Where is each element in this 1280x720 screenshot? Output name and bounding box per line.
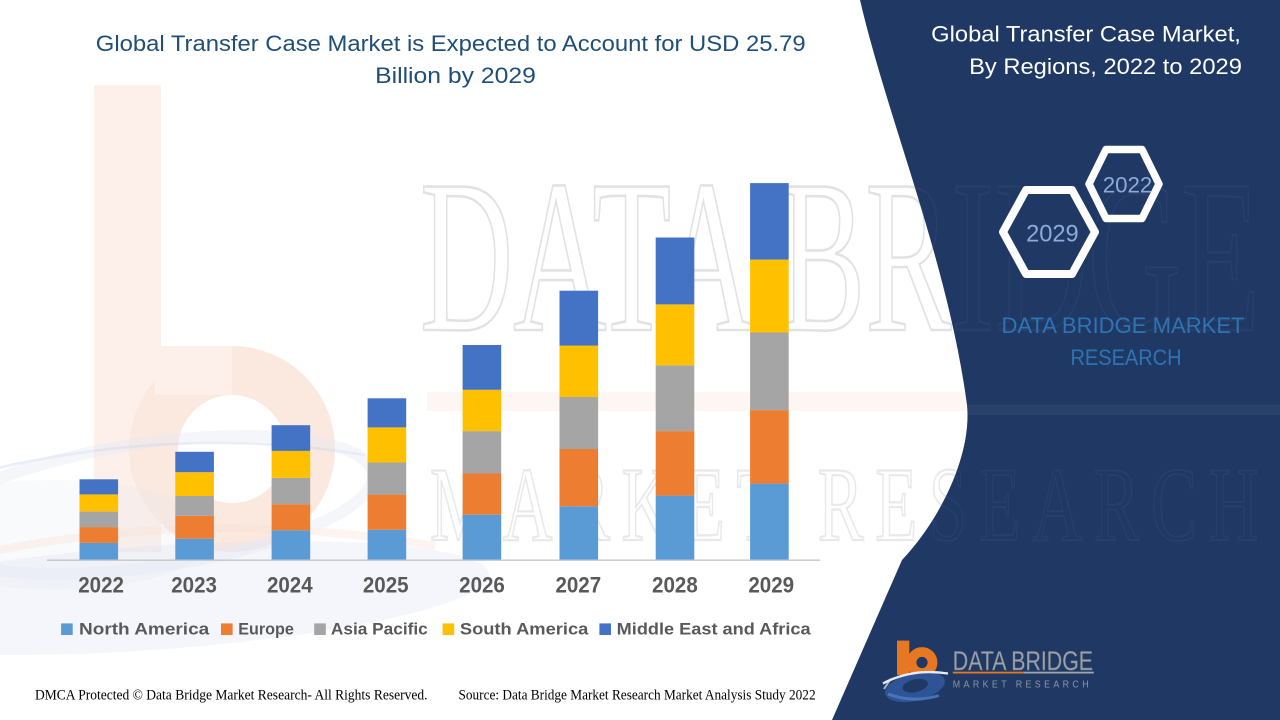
svg-text:2025: 2025 [363,573,409,598]
svg-text:DATA BRIDGE: DATA BRIDGE [953,646,1093,676]
svg-text:Asia Pacific: Asia Pacific [331,620,428,639]
svg-text:Middle East and Africa: Middle East and Africa [617,620,811,639]
svg-text:2023: 2023 [171,573,217,598]
svg-text:2026: 2026 [459,573,505,598]
svg-text:Source: Data Bridge Market Res: Source: Data Bridge Market Research Mark… [459,688,816,704]
svg-text:2029: 2029 [1026,221,1079,248]
svg-text:Global Transfer Case Market is: Global Transfer Case Market is Expected … [96,31,806,56]
svg-text:Global Transfer Case Market,: Global Transfer Case Market, [931,22,1241,47]
svg-text:2022: 2022 [1103,173,1153,198]
svg-text:2028: 2028 [652,573,698,598]
svg-text:2022: 2022 [78,573,124,598]
svg-text:North America: North America [79,620,210,639]
svg-text:Billion by 2029: Billion by 2029 [375,63,536,88]
svg-text:2029: 2029 [748,573,794,598]
svg-text:By Regions, 2022 to 2029: By Regions, 2022 to 2029 [969,54,1242,79]
svg-text:RESEARCH: RESEARCH [1071,345,1182,370]
svg-text:DATA BRIDGE MARKET: DATA BRIDGE MARKET [1001,313,1244,338]
svg-text:2024: 2024 [267,573,313,598]
svg-text:Europe: Europe [238,620,293,639]
svg-text:DMCA Protected © Data Bridge M: DMCA Protected © Data Bridge Market Rese… [35,688,428,704]
svg-text:MARKET RESEARCH: MARKET RESEARCH [953,679,1092,691]
svg-text:2027: 2027 [555,573,601,598]
svg-text:South America: South America [460,620,589,639]
